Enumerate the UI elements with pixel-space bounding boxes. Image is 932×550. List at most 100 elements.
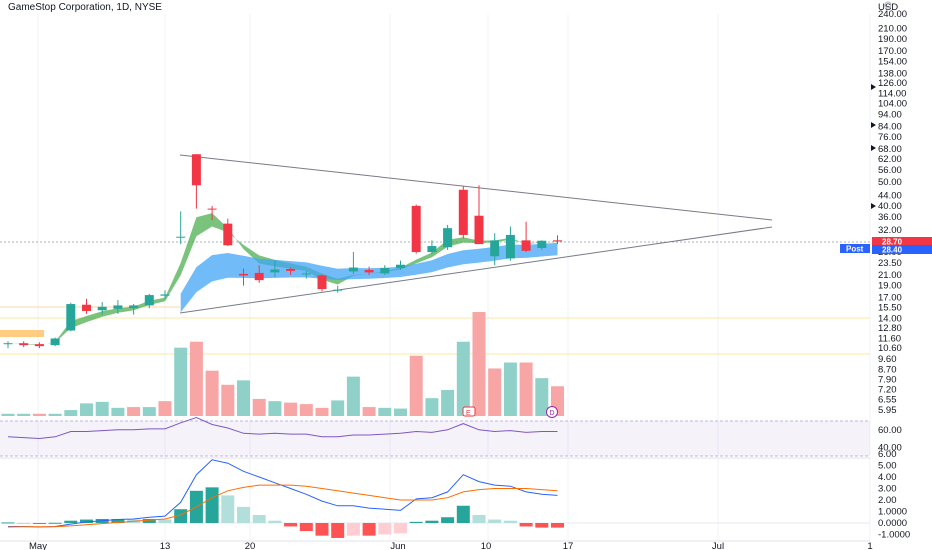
candle-body bbox=[144, 295, 154, 306]
candle bbox=[3, 341, 13, 349]
volume-bar bbox=[221, 384, 235, 416]
volume-bar bbox=[189, 341, 203, 416]
macd-histogram-bar bbox=[284, 523, 298, 527]
price-tick-label: 36.00 bbox=[878, 212, 902, 223]
volume-bar bbox=[362, 407, 376, 416]
candle bbox=[333, 285, 343, 293]
lower-trendline bbox=[179, 226, 773, 314]
candle bbox=[82, 298, 91, 314]
price-tick-label: 154.00 bbox=[878, 57, 907, 68]
macd-histogram-bar bbox=[32, 523, 46, 524]
candle-body bbox=[490, 240, 500, 257]
candle bbox=[474, 185, 484, 245]
post-market-tag: Post 28.40 bbox=[840, 244, 932, 255]
price-marker-arrow bbox=[871, 203, 876, 209]
price-tick-label: 126.00 bbox=[878, 78, 907, 89]
candle-body bbox=[521, 240, 531, 251]
long-term-ribbon bbox=[180, 242, 558, 313]
volume-bar bbox=[503, 362, 517, 416]
volume-bar bbox=[252, 398, 266, 416]
price-tick-label: 7.20 bbox=[878, 385, 897, 396]
candle bbox=[443, 224, 453, 251]
macd-histogram-bar bbox=[441, 517, 455, 523]
candle bbox=[160, 290, 170, 299]
price-tick-label: 9.60 bbox=[878, 354, 897, 365]
volume-bar bbox=[519, 362, 533, 416]
candle bbox=[129, 304, 139, 315]
volume-bar bbox=[174, 347, 188, 416]
triangle-trendlines bbox=[179, 154, 773, 314]
macd-histogram-bar bbox=[237, 506, 250, 523]
candle-body bbox=[223, 223, 233, 246]
candle-body bbox=[129, 305, 139, 309]
price-tick-label: 5.95 bbox=[878, 405, 897, 416]
volume-bar bbox=[64, 410, 78, 416]
time-axis[interactable]: May 13 20 Jun 10 17 Jul 1 bbox=[0, 540, 873, 550]
candle-body bbox=[458, 189, 468, 235]
price-tick-label: 104.00 bbox=[878, 99, 907, 110]
volume-bar bbox=[17, 413, 31, 416]
macd-tick-label: 6.00 bbox=[878, 449, 897, 460]
candle-body bbox=[443, 228, 453, 248]
candle-body bbox=[97, 306, 107, 311]
candlesticks bbox=[3, 154, 562, 349]
price-tick-label: 44.00 bbox=[878, 191, 902, 202]
macd-line bbox=[8, 459, 558, 528]
candle-body bbox=[301, 273, 311, 275]
macd-histogram-bar bbox=[48, 522, 62, 524]
volume-bar bbox=[441, 390, 455, 416]
price-tick-label: 8.70 bbox=[878, 364, 897, 375]
post-price-label: 28.40 bbox=[882, 246, 903, 255]
time-tick-label: Jul bbox=[712, 541, 724, 550]
macd-histogram-bar bbox=[299, 523, 313, 532]
rsi-line bbox=[7, 416, 558, 440]
candle-body bbox=[380, 268, 390, 274]
candle bbox=[239, 268, 248, 286]
chart-title: GameStop Corporation, 1D, NYSE bbox=[8, 2, 162, 13]
candle bbox=[176, 211, 186, 245]
price-marker-arrow bbox=[871, 122, 876, 128]
volume-bar bbox=[127, 407, 141, 416]
macd-histogram-bar bbox=[205, 487, 219, 523]
price-tick-label: 12.80 bbox=[878, 323, 902, 334]
candle bbox=[191, 154, 201, 209]
time-tick-label: 1 bbox=[867, 541, 872, 550]
price-tick-label: 76.00 bbox=[878, 132, 902, 143]
candle-body bbox=[317, 275, 327, 290]
volume-bar bbox=[315, 407, 329, 416]
candle bbox=[50, 337, 60, 347]
volume-bar bbox=[284, 402, 298, 416]
macd-tick-label: 4.00 bbox=[878, 472, 897, 483]
macd-histogram-bar bbox=[174, 509, 188, 523]
time-tick-label: 10 bbox=[481, 541, 492, 550]
price-axis[interactable]: 240.00 210.00190.00170.00154.00138.00126.… bbox=[871, 9, 907, 416]
settings-icon[interactable] bbox=[884, 1, 892, 9]
candle-body bbox=[176, 236, 186, 238]
price-marker-arrow bbox=[871, 145, 876, 151]
macd-histogram-bar bbox=[503, 520, 517, 523]
macd-histogram-bar bbox=[331, 523, 345, 538]
macd-histogram-bar bbox=[111, 518, 125, 523]
volume-bars bbox=[1, 312, 564, 416]
candle-body bbox=[82, 304, 91, 311]
volume-bar bbox=[456, 341, 470, 416]
price-tick-label: 210.00 bbox=[878, 23, 907, 34]
candle-body bbox=[239, 273, 248, 276]
candle bbox=[380, 265, 390, 275]
price-tick-label: 240.00 bbox=[878, 9, 907, 20]
earnings-marker[interactable]: E bbox=[462, 406, 476, 417]
candle-body bbox=[270, 269, 280, 273]
upper-trendline bbox=[179, 154, 773, 221]
price-tick-label: 62.00 bbox=[878, 154, 902, 165]
macd-histogram-bar bbox=[519, 523, 533, 527]
volume-bar bbox=[535, 378, 549, 416]
candle-body bbox=[160, 294, 170, 296]
price-tick-label: 15.50 bbox=[878, 302, 902, 313]
dividend-marker[interactable]: D bbox=[546, 406, 558, 418]
price-tick-label: 19.00 bbox=[878, 281, 902, 292]
macd-tick-label: 3.00 bbox=[878, 484, 897, 495]
macd-histogram-bar bbox=[551, 523, 564, 528]
macd-histogram-bar bbox=[64, 520, 78, 523]
